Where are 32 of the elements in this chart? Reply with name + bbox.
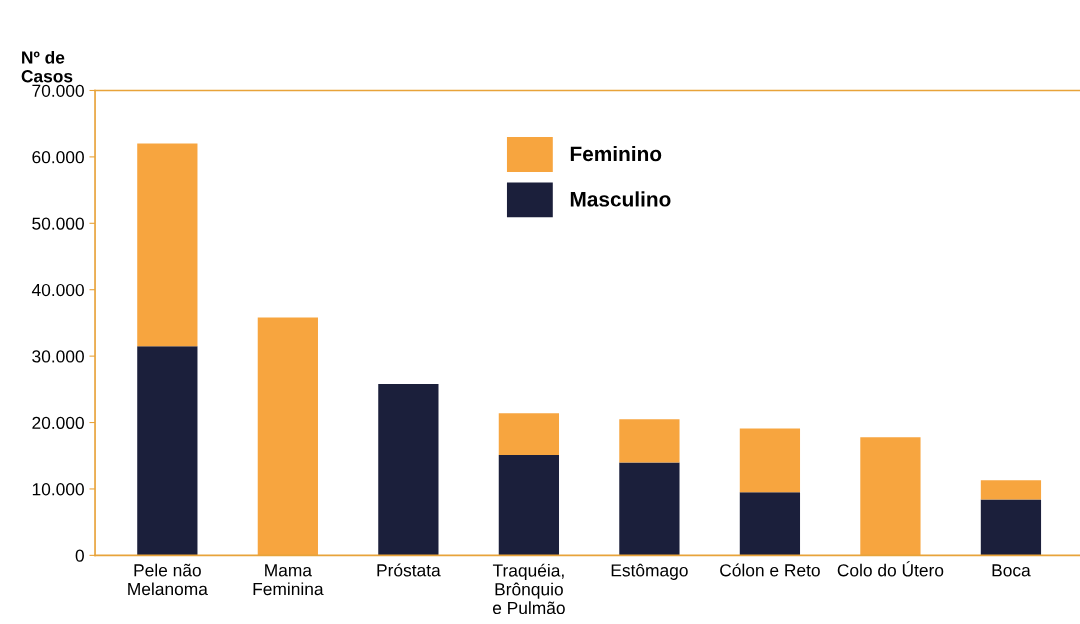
x-tick-label: Cólon e Reto (720, 563, 820, 577)
y-tick-label: 10.000 (32, 483, 84, 496)
bar (739, 428, 801, 493)
y-tick-label: 20.000 (32, 416, 84, 429)
x-tick-label: Traquéia, Brônquio e Pulmão (492, 563, 565, 615)
y-tick-label: 70.000 (32, 84, 84, 97)
bar (619, 462, 680, 556)
bar (137, 346, 198, 556)
bar (980, 480, 1042, 500)
legend-label: Masculino (570, 191, 671, 207)
y-axis-title: Nº de Casos (21, 50, 73, 83)
y-tick-label: 50.000 (32, 217, 84, 230)
x-tick-label: Mama Feminina (253, 564, 324, 596)
y-tick-label: 30.000 (32, 350, 84, 363)
bar (980, 499, 1042, 556)
x-tick-label: Boca (992, 564, 1031, 577)
y-tick-label: 60.000 (32, 151, 84, 164)
bar (498, 413, 560, 456)
y-tick-label: 0 (75, 549, 84, 562)
bar (257, 317, 318, 556)
x-tick-label: Próstata (377, 563, 441, 577)
bar (378, 384, 439, 556)
bar (739, 492, 801, 556)
x-tick-label: Estômago (611, 563, 688, 580)
x-tick-label: Colo do Útero (837, 561, 944, 577)
bar (137, 143, 198, 347)
legend-label: Feminino (570, 145, 662, 162)
y-tick-label: 40.000 (31, 283, 84, 297)
x-tick-label: Pele não Melanoma (128, 563, 208, 596)
bar (498, 455, 560, 556)
bar (860, 437, 921, 556)
bar (619, 419, 680, 463)
